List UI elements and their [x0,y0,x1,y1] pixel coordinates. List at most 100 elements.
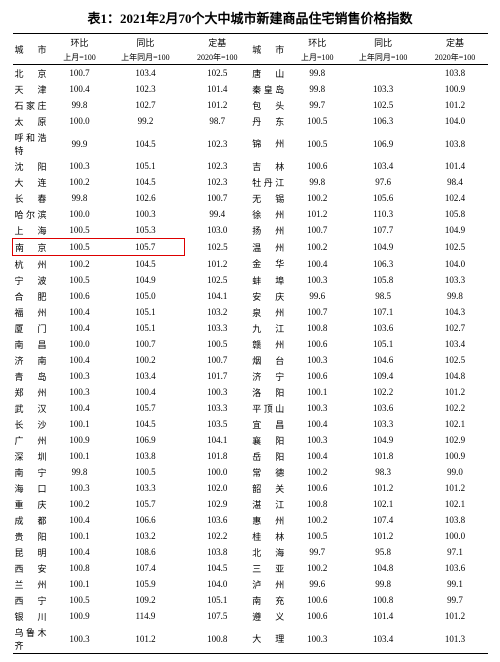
mom-cell: 100.6 [290,158,344,174]
mom-cell: 100.3 [290,352,344,368]
table-row: 长春99.8102.6100.7无锡100.2105.6102.4 [13,190,489,206]
base-cell: 104.8 [422,368,488,384]
mom-cell: 100.9 [53,432,107,448]
city-cell: 烟台 [250,352,290,368]
city-cell: 济南 [13,352,53,368]
mom-cell: 100.1 [290,384,344,400]
mom-cell: 100.4 [53,512,107,528]
mom-cell: 100.3 [290,624,344,654]
table-row: 西宁100.5109.2105.1南充100.6100.899.7 [13,592,489,608]
yoy-cell: 102.3 [107,81,185,97]
city-cell: 泸州 [250,576,290,592]
mom-cell: 100.4 [53,304,107,320]
base-cell: 101.4 [184,81,250,97]
mom-cell: 100.3 [53,368,107,384]
yoy-cell: 106.6 [107,512,185,528]
base-cell: 99.0 [422,464,488,480]
city-cell: 昆明 [13,544,53,560]
mom-cell: 99.8 [290,174,344,190]
mom-cell: 100.4 [53,352,107,368]
yoy-cell: 106.9 [344,129,422,158]
base-cell: 103.2 [184,304,250,320]
base-cell: 97.1 [422,544,488,560]
yoy-cell: 99.2 [107,113,185,129]
mom-cell: 100.6 [290,608,344,624]
mom-cell: 100.2 [290,512,344,528]
table-row: 杭州100.2104.5101.2金华100.4106.3104.0 [13,256,489,273]
table-row: 兰州100.1105.9104.0泸州99.699.899.1 [13,576,489,592]
table-row: 上海100.5105.3103.0扬州100.7107.7104.9 [13,222,489,239]
yoy-cell: 107.4 [344,512,422,528]
col-mom-right: 环比 [290,34,344,51]
col-mom-sub-right: 上月=100 [290,50,344,65]
yoy-cell: 105.1 [107,158,185,174]
table-title: 表1：2021年2月70个大中城市新建商品住宅销售价格指数 [12,8,488,27]
yoy-cell: 106.3 [344,113,422,129]
mom-cell: 100.4 [290,256,344,273]
yoy-cell: 103.3 [344,416,422,432]
table-row: 郑州100.3100.4100.3洛阳100.1102.2101.2 [13,384,489,400]
base-cell: 104.3 [422,304,488,320]
city-cell: 遵义 [250,608,290,624]
table-row: 青岛100.3103.4101.7济宁100.6109.4104.8 [13,368,489,384]
yoy-cell: 103.6 [344,320,422,336]
yoy-cell: 105.7 [107,239,185,256]
base-cell: 102.1 [422,416,488,432]
city-cell: 丹东 [250,113,290,129]
city-cell: 太原 [13,113,53,129]
yoy-cell: 95.8 [344,544,422,560]
city-cell: 厦门 [13,320,53,336]
base-cell: 103.6 [422,560,488,576]
base-cell: 102.2 [184,528,250,544]
table-row: 南宁99.8100.5100.0常德100.298.399.0 [13,464,489,480]
city-cell: 韶关 [250,480,290,496]
mom-cell: 100.2 [53,256,107,273]
city-cell: 蚌埠 [250,272,290,288]
city-cell: 杭州 [13,256,53,273]
city-cell: 大连 [13,174,53,190]
city-cell: 上海 [13,222,53,239]
mom-cell: 100.8 [53,560,107,576]
table-row: 南京100.5105.7102.5温州100.2104.9102.5 [13,239,489,256]
mom-cell: 100.7 [53,65,107,82]
table-row: 武汉100.4105.7103.3平顶山100.3103.6102.2 [13,400,489,416]
base-cell: 101.2 [422,97,488,113]
mom-cell: 99.7 [290,544,344,560]
yoy-cell [344,65,422,82]
mom-cell: 100.2 [290,464,344,480]
mom-cell: 100.5 [53,272,107,288]
mom-cell: 99.8 [53,464,107,480]
city-cell: 锦州 [250,129,290,158]
table-row: 沈阳100.3105.1102.3吉林100.6103.4101.4 [13,158,489,174]
base-cell: 100.7 [184,190,250,206]
mom-cell: 100.3 [290,432,344,448]
city-cell: 武汉 [13,400,53,416]
table-row: 长沙100.1104.5103.5宜昌100.4103.3102.1 [13,416,489,432]
mom-cell: 100.8 [290,320,344,336]
mom-cell: 100.3 [53,158,107,174]
table-row: 哈尔滨100.0100.399.4徐州101.2110.3105.8 [13,206,489,222]
table-row: 福州100.4105.1103.2泉州100.7107.1104.3 [13,304,489,320]
city-cell: 西安 [13,560,53,576]
yoy-cell: 103.3 [344,81,422,97]
city-cell: 南京 [13,239,53,256]
mom-cell: 100.1 [53,416,107,432]
yoy-cell: 98.5 [344,288,422,304]
yoy-cell: 103.4 [344,624,422,654]
mom-cell: 100.2 [290,190,344,206]
yoy-cell: 97.6 [344,174,422,190]
mom-cell: 100.3 [290,272,344,288]
city-cell: 石家庄 [13,97,53,113]
city-cell: 长春 [13,190,53,206]
base-cell: 103.8 [184,544,250,560]
base-cell: 102.3 [184,158,250,174]
city-cell: 唐山 [250,65,290,82]
mom-cell: 100.5 [53,239,107,256]
yoy-cell: 98.3 [344,464,422,480]
city-cell: 北京 [13,65,53,82]
city-cell: 贵阳 [13,528,53,544]
city-cell: 西宁 [13,592,53,608]
base-cell: 99.1 [422,576,488,592]
base-cell: 98.7 [184,113,250,129]
city-cell: 岳阳 [250,448,290,464]
